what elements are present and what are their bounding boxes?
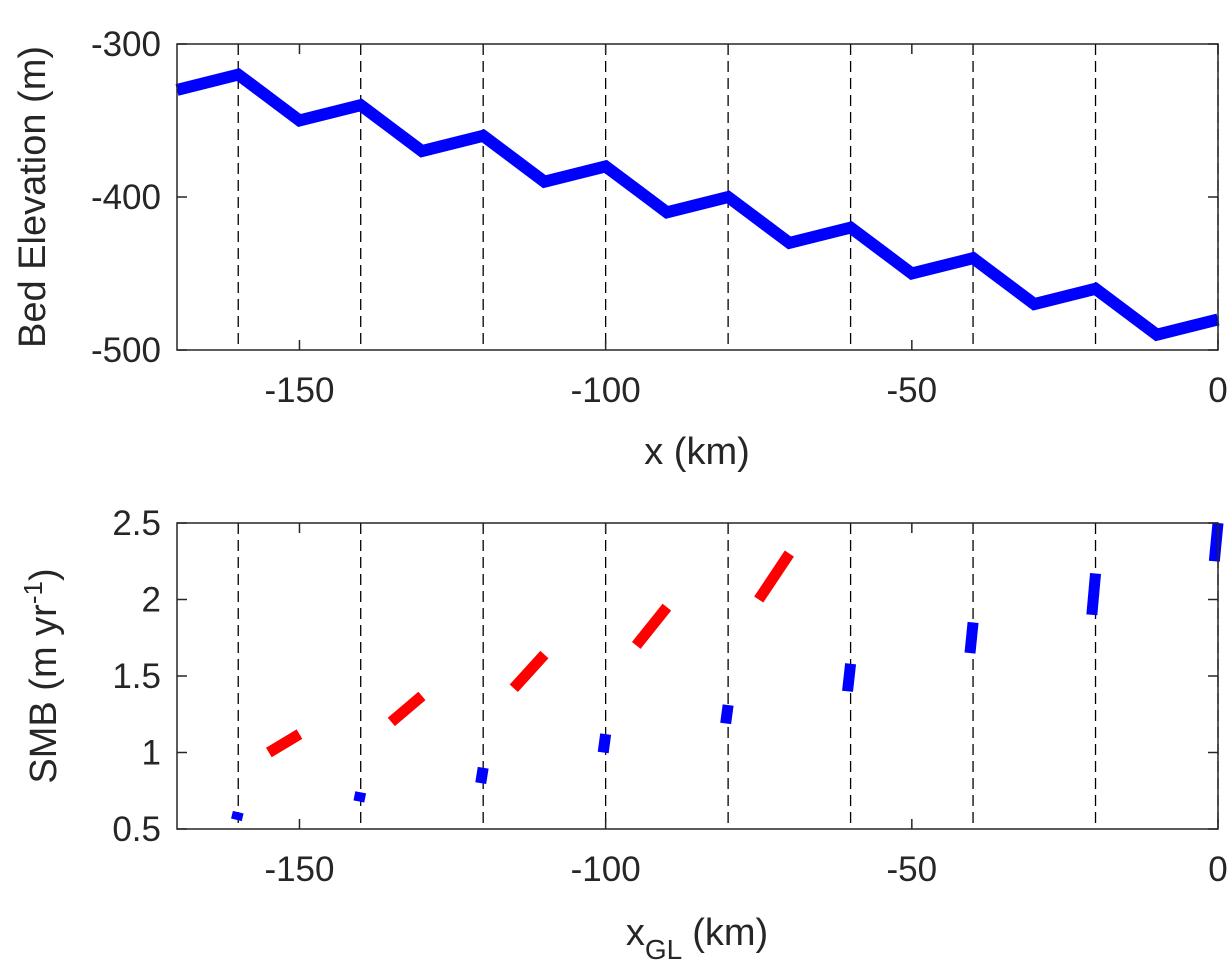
smb-y-axis-label: SMB (m yr-1) [18, 568, 65, 783]
smb-y-tick-label: 2 [142, 581, 161, 620]
smb-y-axis-label-end: ) [23, 568, 65, 581]
smb-x-tick-label: -50 [887, 850, 938, 889]
smb-segment-red [509, 650, 549, 692]
bed-x-axis-label: x (km) [644, 431, 750, 473]
smb-y-axis-label-superscript: -1 [18, 581, 48, 604]
smb-segment-blue [964, 621, 979, 654]
smb-segment-blue [475, 766, 489, 784]
smb-plot-area [176, 522, 1219, 830]
bed-x-tick-label: 0 [1208, 371, 1227, 410]
smb-x-axis-label: xGL (km) [626, 912, 768, 965]
smb-reference-lines [237, 523, 1219, 829]
smb-series [231, 522, 1224, 822]
smb-segment-red [754, 550, 794, 603]
bed-x-tick-label: -50 [887, 371, 938, 410]
smb-x-ticks: -150 -100 -50 0 [264, 523, 1228, 889]
bed-y-axis-label: Bed Elevation (m) [12, 46, 54, 348]
bed-y-tick-label: -300 [91, 25, 161, 64]
bed-x-tick-label: -150 [264, 371, 334, 410]
bed-x-ticks: -150 -100 -50 0 [264, 44, 1228, 410]
bed-plot-area [176, 43, 1219, 351]
bed-profile-line [175, 68, 1220, 342]
bed-elevation-chart: -150 -100 -50 0 -500-400-300 x (km) Bed Ele… [12, 25, 1228, 473]
smb-y-axis-label-main: SMB (m yr [23, 604, 65, 784]
smb-x-tick-label: -150 [264, 850, 334, 889]
smb-segment-red [387, 691, 426, 727]
smb-y-ticks: 0.5 1 1.5 2 2.5 [112, 504, 1218, 849]
bed-y-tick-label: -400 [91, 178, 161, 217]
smb-segment-blue [597, 733, 612, 754]
smb-y-tick-label: 0.5 [112, 810, 161, 849]
smb-y-tick-label: 1 [142, 734, 161, 773]
smb-segment-blue [720, 704, 734, 725]
smb-segment-red [631, 603, 672, 649]
smb-y-tick-label: 2.5 [112, 504, 161, 543]
bed-y-tick-label: -500 [91, 331, 161, 370]
smb-segment-blue [842, 663, 857, 692]
bed-y-ticks: -500 -400 -300 [91, 25, 1218, 370]
smb-segment-blue [353, 791, 367, 803]
smb-chart: -150 -100 -50 0 0.5 1 1.5 2 2.5 xGL (km) SMB (m … [18, 504, 1228, 965]
smb-x-tick-label: 0 [1208, 850, 1227, 889]
bed-profile-series [175, 68, 1220, 342]
smb-x-axis-label-unit: (km) [692, 912, 768, 954]
smb-x-tick-label: -100 [571, 850, 641, 889]
smb-x-axis-label-main: x [626, 912, 645, 954]
smb-segment-blue [231, 810, 244, 822]
smb-segment-blue [1086, 573, 1102, 616]
bed-x-tick-label: -100 [571, 371, 641, 410]
smb-y-tick-label: 1.5 [112, 657, 161, 696]
smb-segment-red [266, 729, 303, 758]
smb-x-axis-label-subscript: GL [645, 934, 682, 965]
